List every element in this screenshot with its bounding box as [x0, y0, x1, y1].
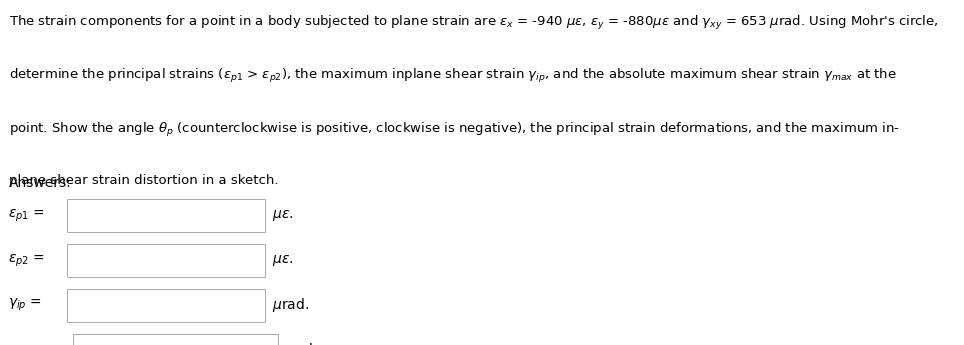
Bar [67, 289, 265, 322]
Text: $\mu$rad.: $\mu$rad. [280, 341, 316, 345]
Bar [67, 199, 265, 232]
Text: The strain components for a point in a body subjected to plane strain are $\vare: The strain components for a point in a b… [9, 14, 938, 32]
Text: determine the principal strains ($\varepsilon_{p1}$ > $\varepsilon_{p2}$), the m: determine the principal strains ($\varep… [9, 67, 897, 85]
Text: $\mu\varepsilon$.: $\mu\varepsilon$. [272, 253, 293, 268]
Bar [67, 244, 265, 277]
Text: Answers:: Answers: [9, 176, 71, 190]
Text: plane shear strain distortion in a sketch.: plane shear strain distortion in a sketc… [9, 174, 279, 187]
Text: $\gamma_{max}$ =: $\gamma_{max}$ = [3, 343, 49, 345]
Bar [73, 334, 278, 345]
Text: point. Show the angle $\theta_p$ (counterclockwise is positive, clockwise is neg: point. Show the angle $\theta_p$ (counte… [9, 121, 899, 139]
Text: $\gamma_{ip}$ =: $\gamma_{ip}$ = [8, 297, 41, 314]
Text: $\varepsilon_{p1}$ =: $\varepsilon_{p1}$ = [8, 207, 44, 224]
Text: $\varepsilon_{p2}$ =: $\varepsilon_{p2}$ = [8, 252, 44, 269]
Text: $\mu$rad.: $\mu$rad. [272, 296, 308, 314]
Text: $\mu\varepsilon$.: $\mu\varepsilon$. [272, 208, 293, 223]
